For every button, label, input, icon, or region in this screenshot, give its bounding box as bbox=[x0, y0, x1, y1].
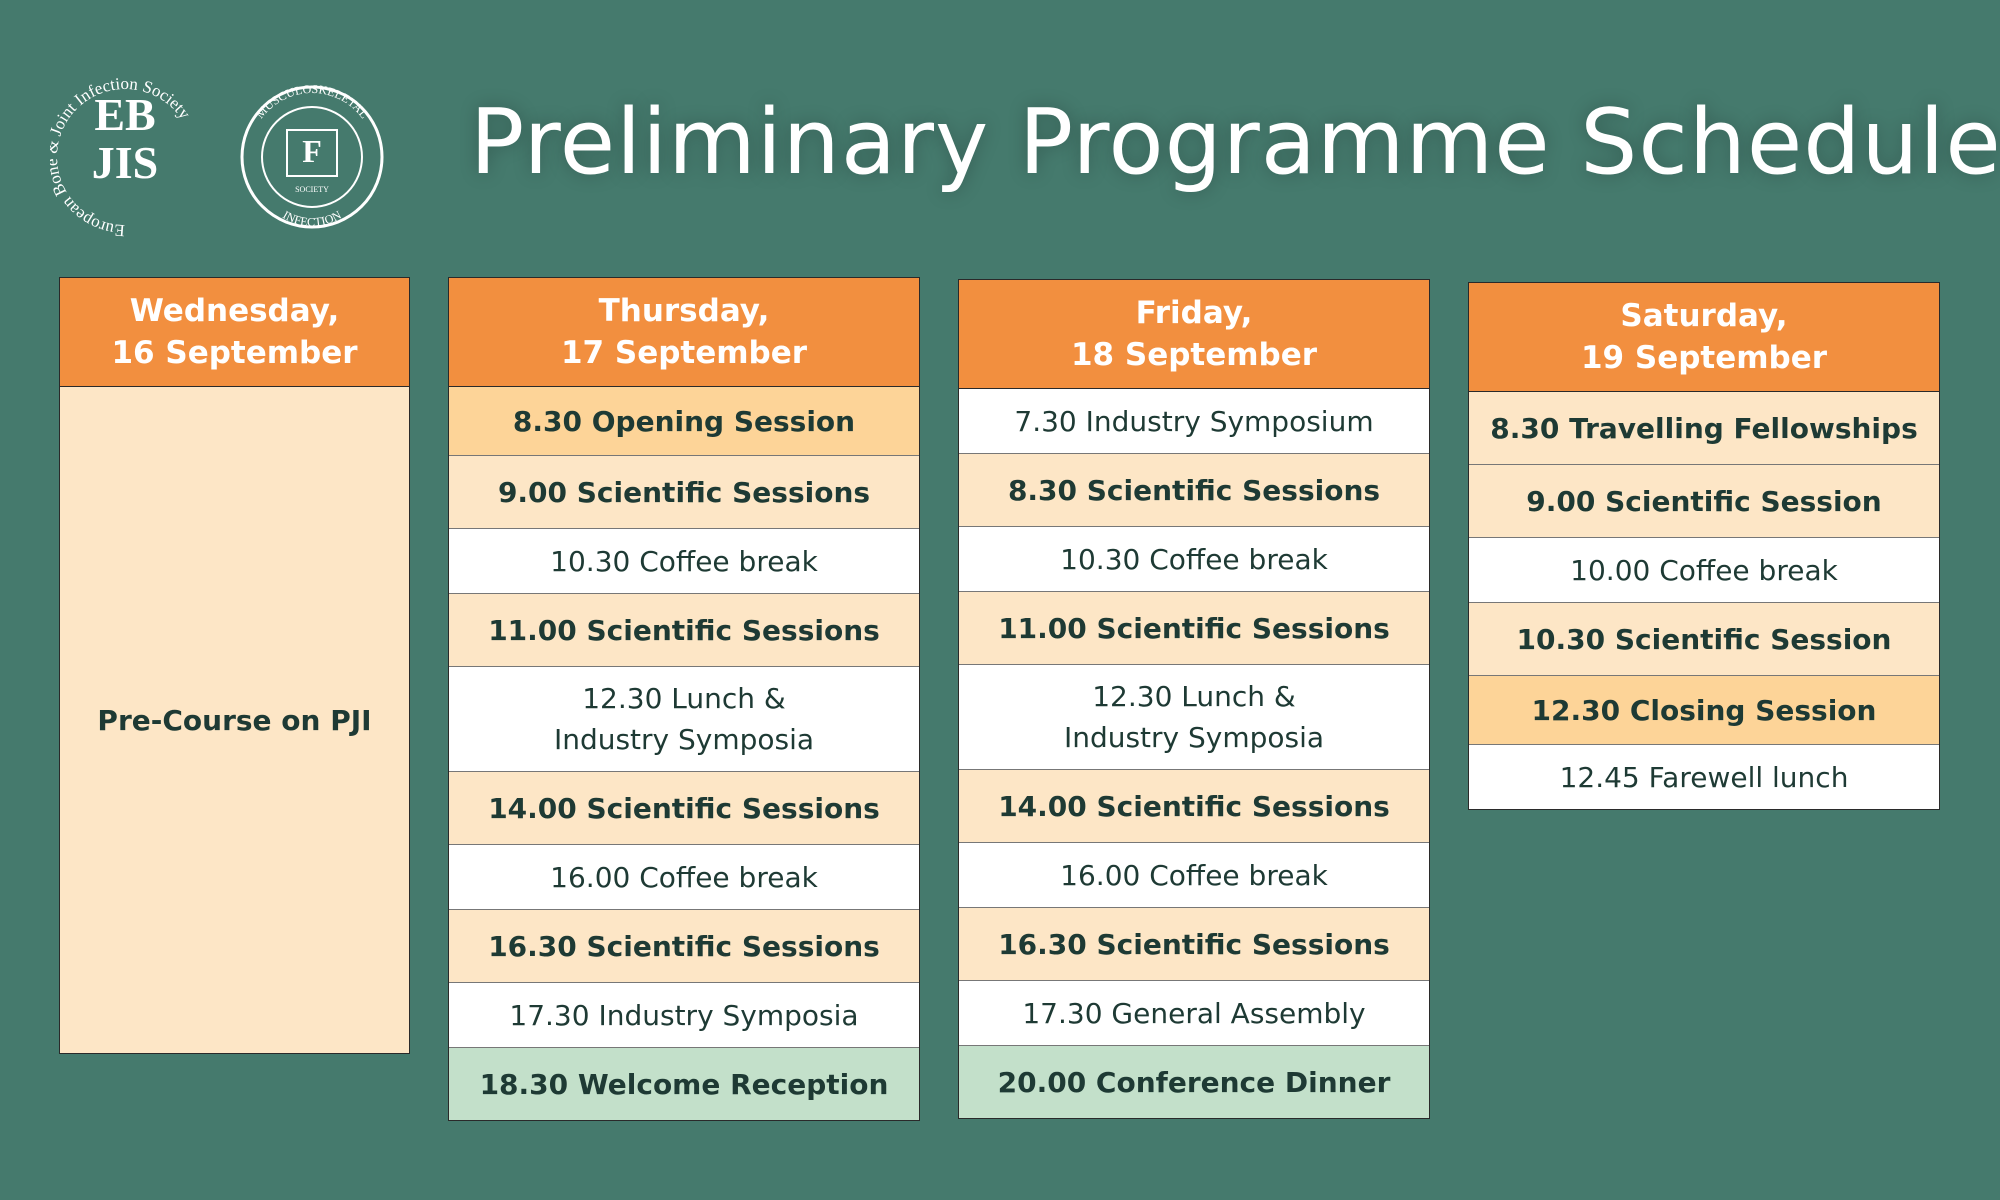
schedule-text: 16.30 Scientific Sessions bbox=[488, 929, 880, 963]
schedule-text: 17.30 Industry Symposia bbox=[509, 998, 859, 1032]
schedule-text: 8.30 Travelling Fellowships bbox=[1490, 411, 1918, 445]
schedule-item: 8.30 Opening Session bbox=[449, 387, 919, 456]
schedule-text: 10.00 Coffee break bbox=[1570, 553, 1838, 587]
day-header: Friday, 18 September bbox=[959, 280, 1429, 389]
logo-circle bbox=[261, 106, 363, 208]
schedule-text: 12.30 Lunch & bbox=[582, 682, 786, 715]
schedule-item: Pre-Course on PJI bbox=[60, 387, 409, 1053]
logo-ring-text: INFECTION bbox=[280, 208, 343, 230]
logo-ring-path: MUSCULOSKELETAL bbox=[253, 82, 372, 121]
schedule-text: 11.00 Scientific Sessions bbox=[488, 613, 880, 647]
schedule-item: 16.30 Scientific Sessions bbox=[449, 910, 919, 983]
schedule-text: 10.30 Coffee break bbox=[1060, 542, 1328, 576]
day-column: Saturday, 19 September 8.30 Travelling Fel… bbox=[1468, 282, 1940, 810]
schedule-text: 12.45 Farewell lunch bbox=[1559, 760, 1849, 794]
day-header-line: 16 September bbox=[111, 335, 358, 371]
schedule-text: 9.00 Scientific Session bbox=[1526, 484, 1882, 518]
schedule-text: 20.00 Conference Dinner bbox=[997, 1065, 1391, 1099]
schedule-item: 16.30 Scientific Sessions bbox=[959, 908, 1429, 981]
schedule-item: 10.30 Coffee break bbox=[959, 527, 1429, 592]
day-header: Thursday, 17 September bbox=[449, 278, 919, 387]
logos: EB JIS European Bone & Joint Infection S… bbox=[50, 74, 384, 240]
day-header: Saturday, 19 September bbox=[1469, 283, 1939, 392]
title: Preliminary Programme Schedule bbox=[470, 90, 2000, 195]
schedule-text: Industry Symposia bbox=[1063, 721, 1325, 754]
logo-mark: F bbox=[302, 133, 322, 169]
schedule-item: 18.30 Welcome Reception bbox=[449, 1048, 919, 1120]
schedule-item: 8.30 Scientific Sessions bbox=[959, 454, 1429, 527]
schedule-item: 12.30 Closing Session bbox=[1469, 676, 1939, 745]
logo-text: SOCIETY bbox=[295, 185, 329, 194]
schedule-text: Pre-Course on PJI bbox=[97, 703, 372, 737]
schedule-text: 9.00 Scientific Sessions bbox=[497, 475, 871, 509]
schedule-text: 7.30 Industry Symposium bbox=[1014, 404, 1374, 438]
logo-shield bbox=[286, 129, 338, 177]
logo-text: EB bbox=[94, 89, 155, 140]
schedule-item: 11.00 Scientific Sessions bbox=[959, 592, 1429, 665]
schedule-text: 8.30 Opening Session bbox=[512, 404, 856, 438]
logo-ring-path: INFECTION bbox=[280, 208, 343, 230]
day-column: Friday, 18 September 7.30 Industry Symposi… bbox=[958, 279, 1430, 1119]
schedule-text: 16.30 Scientific Sessions bbox=[998, 927, 1390, 961]
schedule-text: Industry Symposia bbox=[553, 723, 815, 756]
day-column: Thursday, 17 September 8.30 Opening Sessio… bbox=[448, 277, 920, 1121]
schedule-item: 12.45 Farewell lunch bbox=[1469, 745, 1939, 809]
day-header-line: 18 September bbox=[1070, 337, 1318, 373]
schedule-item: 8.30 Travelling Fellowships bbox=[1469, 392, 1939, 465]
schedule-item: 11.00 Scientific Sessions bbox=[449, 594, 919, 667]
schedule-text: 17.30 General Assembly bbox=[1022, 996, 1366, 1030]
day-header: Wednesday, 16 September bbox=[60, 278, 409, 387]
schedule-text: 11.00 Scientific Sessions bbox=[998, 611, 1390, 645]
day-header-line: Wednesday, bbox=[129, 293, 340, 329]
schedule-item: 20.00 Conference Dinner bbox=[959, 1046, 1429, 1118]
day-header-line: 19 September bbox=[1580, 340, 1828, 376]
day-header-line: Thursday, bbox=[598, 293, 770, 329]
logo-text: JIS bbox=[92, 137, 158, 188]
schedule-item: 17.30 Industry Symposia bbox=[449, 983, 919, 1048]
schedule-text: 18.30 Welcome Reception bbox=[479, 1067, 889, 1101]
schedule-item: 9.00 Scientific Sessions bbox=[449, 456, 919, 529]
logo-ring-text: MUSCULOSKELETAL bbox=[253, 82, 372, 121]
schedule-item: 12.30 Lunch & Industry Symposia bbox=[959, 665, 1429, 770]
schedule-text: 14.00 Scientific Sessions bbox=[488, 791, 880, 825]
schedule-item: 12.30 Lunch & Industry Symposia bbox=[449, 667, 919, 772]
schedule-text: 8.30 Scientific Sessions bbox=[1007, 473, 1381, 507]
schedule-item: 10.00 Coffee break bbox=[1469, 538, 1939, 603]
schedule-text: 12.30 Closing Session bbox=[1531, 693, 1877, 727]
schedule-item: 16.00 Coffee break bbox=[449, 845, 919, 910]
schedule-item: 14.00 Scientific Sessions bbox=[449, 772, 919, 845]
schedule-item: 17.30 General Assembly bbox=[959, 981, 1429, 1046]
schedule-text: 16.00 Coffee break bbox=[1060, 858, 1328, 892]
day-header-line: 17 September bbox=[560, 335, 808, 371]
schedule-item: 10.30 Scientific Session bbox=[1469, 603, 1939, 676]
day-header-line: Saturday, bbox=[1620, 298, 1788, 334]
schedule-text: 10.30 Scientific Session bbox=[1516, 622, 1892, 656]
schedule-item: 9.00 Scientific Session bbox=[1469, 465, 1939, 538]
schedule-item: 16.00 Coffee break bbox=[959, 843, 1429, 908]
schedule-text: 14.00 Scientific Sessions bbox=[998, 789, 1390, 823]
schedule-text: 10.30 Coffee break bbox=[550, 544, 818, 578]
day-header-line: Friday, bbox=[1135, 295, 1253, 331]
schedule-item: 14.00 Scientific Sessions bbox=[959, 770, 1429, 843]
schedule-text: 12.30 Lunch & bbox=[1092, 680, 1296, 713]
day-column: Wednesday, 16 September Pre-Course on PJI bbox=[59, 277, 410, 1054]
schedule-text: 16.00 Coffee break bbox=[550, 860, 818, 894]
schedule-item: 7.30 Industry Symposium bbox=[959, 389, 1429, 454]
logo-circle bbox=[240, 85, 384, 229]
schedule-item: 10.30 Coffee break bbox=[449, 529, 919, 594]
